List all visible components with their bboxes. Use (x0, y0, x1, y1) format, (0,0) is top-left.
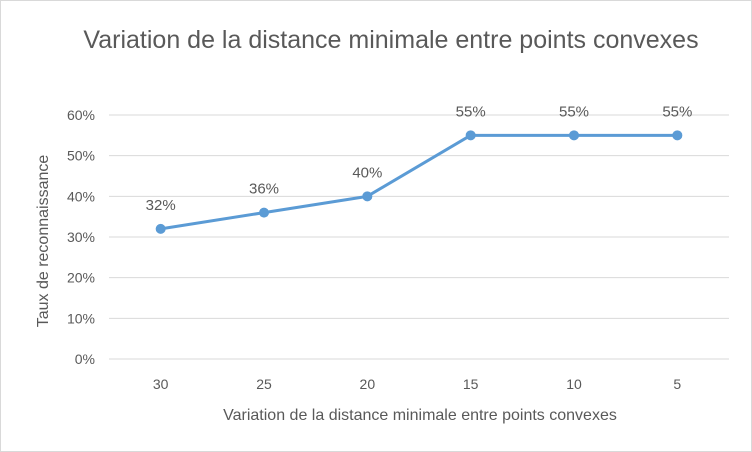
y-tick-label: 20% (67, 270, 95, 286)
x-axis-label: Variation de la distance minimale entre … (223, 407, 617, 424)
data-labels: 32% 36% 40% 55% 55% 55% (146, 103, 693, 214)
data-label: 55% (559, 103, 589, 120)
x-tick-label: 25 (256, 376, 272, 392)
y-axis-label: Taux de reconnaissance (35, 155, 52, 328)
y-tick-label: 0% (75, 351, 95, 367)
series-polyline (159, 133, 679, 231)
data-point (672, 130, 683, 141)
data-point (465, 130, 476, 141)
series-line (159, 133, 679, 231)
x-tick-label: 5 (673, 376, 681, 392)
data-label: 55% (662, 103, 692, 120)
x-axis-ticks: 30 25 20 15 10 5 (153, 376, 682, 392)
y-tick-label: 60% (67, 107, 95, 123)
data-points (155, 130, 683, 234)
y-tick-label: 40% (67, 188, 95, 204)
data-point (362, 191, 373, 202)
data-point (569, 130, 579, 141)
data-label: 40% (352, 164, 382, 181)
gridlines (109, 114, 729, 360)
data-label: 32% (146, 197, 176, 214)
x-tick-label: 15 (463, 376, 479, 392)
x-tick-label: 10 (566, 376, 582, 392)
y-axis-ticks: 0% 10% 20% 30% 40% 50% 60% (67, 107, 95, 367)
y-tick-label: 30% (67, 229, 95, 245)
x-tick-label: 30 (153, 376, 169, 392)
x-tick-label: 20 (360, 376, 376, 392)
data-label: 55% (456, 103, 486, 120)
chart-title: Variation de la distance minimale entre … (83, 26, 699, 54)
data-label: 36% (249, 181, 279, 198)
y-tick-label: 10% (67, 310, 95, 326)
data-point (259, 207, 269, 218)
data-point (155, 223, 166, 234)
y-tick-label: 50% (67, 148, 95, 164)
